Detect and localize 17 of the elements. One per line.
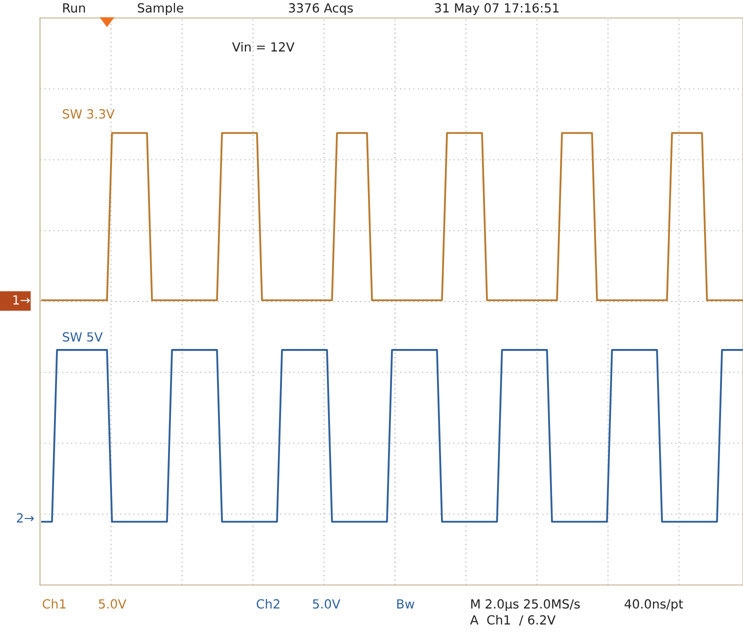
text: 31 May 07 17:16:51 xyxy=(434,3,559,16)
text: Ch2 xyxy=(256,598,280,609)
text: A Ch1 / 6.2V xyxy=(470,614,556,626)
text: 2→ xyxy=(16,513,34,522)
series-label: SW 3.3V xyxy=(62,109,115,119)
text: 5.0V xyxy=(312,599,340,609)
text: M 2.0µs 25.0MS/s xyxy=(471,599,580,612)
text: 5.0V xyxy=(98,599,126,609)
text: 1→ xyxy=(13,295,30,304)
series-label: SW 5V xyxy=(62,332,103,342)
text: Bw xyxy=(397,599,414,608)
text: Ch1 xyxy=(42,598,66,609)
text: Sample xyxy=(138,2,184,16)
text: Run xyxy=(63,3,85,13)
text: Vin = 12V xyxy=(232,42,294,52)
text: 3376 Acqs xyxy=(288,3,353,16)
text: 40.0ns/pt xyxy=(624,599,684,612)
